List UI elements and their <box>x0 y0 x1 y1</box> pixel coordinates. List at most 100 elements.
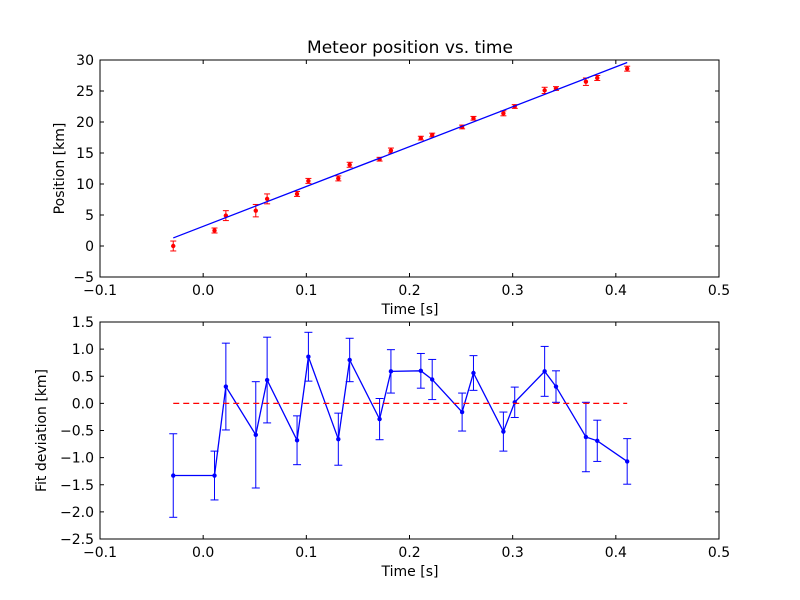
data-point-group <box>170 240 177 252</box>
data-point <box>223 384 229 389</box>
data-point <box>583 79 589 84</box>
data-point-group <box>375 397 384 441</box>
data-point <box>583 434 589 440</box>
data-point <box>471 370 476 376</box>
data-point-group <box>416 352 425 389</box>
x-tick-label: 0.3 <box>502 545 524 561</box>
x-tick-label: 0.4 <box>605 283 627 299</box>
x-tick-label: 0.2 <box>398 545 420 561</box>
data-point <box>429 132 435 138</box>
data-point <box>429 377 435 382</box>
data-point <box>501 111 506 116</box>
data-point <box>624 459 630 464</box>
y-tick-label: 1.0 <box>72 342 94 358</box>
data-point-group <box>470 115 477 121</box>
data-point <box>595 438 600 444</box>
data-point <box>253 208 258 213</box>
data-point-group <box>593 419 602 462</box>
data-point <box>388 369 394 374</box>
y-axis-label: Position [km] <box>52 123 68 215</box>
deviation-plot-ticks: −0.1 0.0 0.1 0.2 0.3 0.4 0.5 −2.5 −2.0 −1.5 −1.0 −0… <box>60 315 730 561</box>
y-tick-label: 30 <box>76 53 94 69</box>
y-tick-label: 10 <box>76 177 94 193</box>
y-tick-label: −1.5 <box>60 478 94 494</box>
data-point-group <box>293 415 302 466</box>
data-point-group <box>551 370 560 403</box>
data-point-group <box>211 227 218 234</box>
y-tick-label: −1.0 <box>60 451 94 467</box>
data-point <box>501 429 506 434</box>
data-point <box>306 178 311 184</box>
data-point <box>212 228 217 233</box>
data-point-group <box>499 411 508 452</box>
data-point-group <box>334 412 343 466</box>
data-point-group <box>346 161 353 168</box>
y-tick-label: −2.5 <box>60 532 94 548</box>
y-tick-label: 5 <box>85 208 94 224</box>
data-point <box>595 75 600 81</box>
deviation-line <box>173 356 628 477</box>
data-point <box>212 473 217 478</box>
data-point <box>171 473 176 478</box>
data-point <box>542 369 547 374</box>
x-tick-label: 0.3 <box>502 283 524 299</box>
x-axis-label: Time [s] <box>381 302 439 318</box>
y-tick-label: 15 <box>76 146 94 162</box>
y-axis-label: Fit deviation [km] <box>34 369 50 492</box>
y-tick-label: −0.5 <box>60 424 94 440</box>
data-point <box>459 409 465 415</box>
data-point <box>294 438 300 443</box>
data-point-group <box>417 135 424 141</box>
x-tick-label: −0.1 <box>83 545 117 561</box>
data-point <box>418 368 424 374</box>
x-tick-label: 0.1 <box>295 545 317 561</box>
data-point-group <box>305 177 312 184</box>
position-plot-ticks: −0.1 0.0 0.1 0.2 0.3 0.4 0.5 −5 0 5 10 15 20 25 30 <box>73 53 730 299</box>
data-point-group <box>428 358 437 401</box>
x-axis-label: Time [s] <box>381 564 439 580</box>
y-tick-label: 0.5 <box>72 369 94 385</box>
data-point-group <box>345 337 354 383</box>
data-point <box>377 416 382 422</box>
y-tick-label: 20 <box>76 115 94 131</box>
x-tick-label: 0.0 <box>192 545 214 561</box>
x-tick-label: 0.5 <box>708 283 730 299</box>
deviation-plot-marks <box>169 331 632 518</box>
data-point-group <box>335 175 342 182</box>
data-point-group <box>623 438 632 485</box>
x-tick-label: 0.4 <box>605 545 627 561</box>
data-point-group <box>469 355 478 391</box>
data-point <box>418 135 424 141</box>
data-point <box>336 176 341 181</box>
y-tick-label: 1.5 <box>72 315 94 331</box>
data-point-group <box>581 401 590 473</box>
data-point-group <box>304 331 313 382</box>
position-plot: Meteor position vs. time −0.1 0.0 0.1 0.2 0.… <box>52 38 730 318</box>
data-point-group <box>624 65 631 72</box>
data-point <box>542 88 547 93</box>
data-point-group <box>251 381 260 489</box>
data-point <box>264 377 270 383</box>
data-point <box>624 66 630 71</box>
x-tick-label: 0.0 <box>192 283 214 299</box>
data-point-group <box>540 345 549 397</box>
y-tick-label: 25 <box>76 84 94 100</box>
data-point <box>336 436 341 442</box>
x-tick-label: 0.5 <box>708 545 730 561</box>
data-point <box>471 116 476 121</box>
data-point <box>264 196 270 202</box>
data-point <box>171 243 176 249</box>
data-point-group <box>210 450 219 501</box>
data-point-group <box>386 349 395 394</box>
x-tick-label: −0.1 <box>83 283 117 299</box>
data-point-group <box>263 336 272 424</box>
x-tick-label: 0.1 <box>295 283 317 299</box>
data-point <box>347 357 352 363</box>
data-point-group <box>458 392 467 432</box>
deviation-plot: −0.1 0.0 0.1 0.2 0.3 0.4 0.5 −2.5 −2.0 −1.5 −1.0 −0… <box>34 315 730 580</box>
data-point <box>294 191 300 197</box>
data-point-group <box>169 433 178 518</box>
position-plot-marks <box>170 61 631 252</box>
y-tick-label: 0.0 <box>72 396 94 412</box>
